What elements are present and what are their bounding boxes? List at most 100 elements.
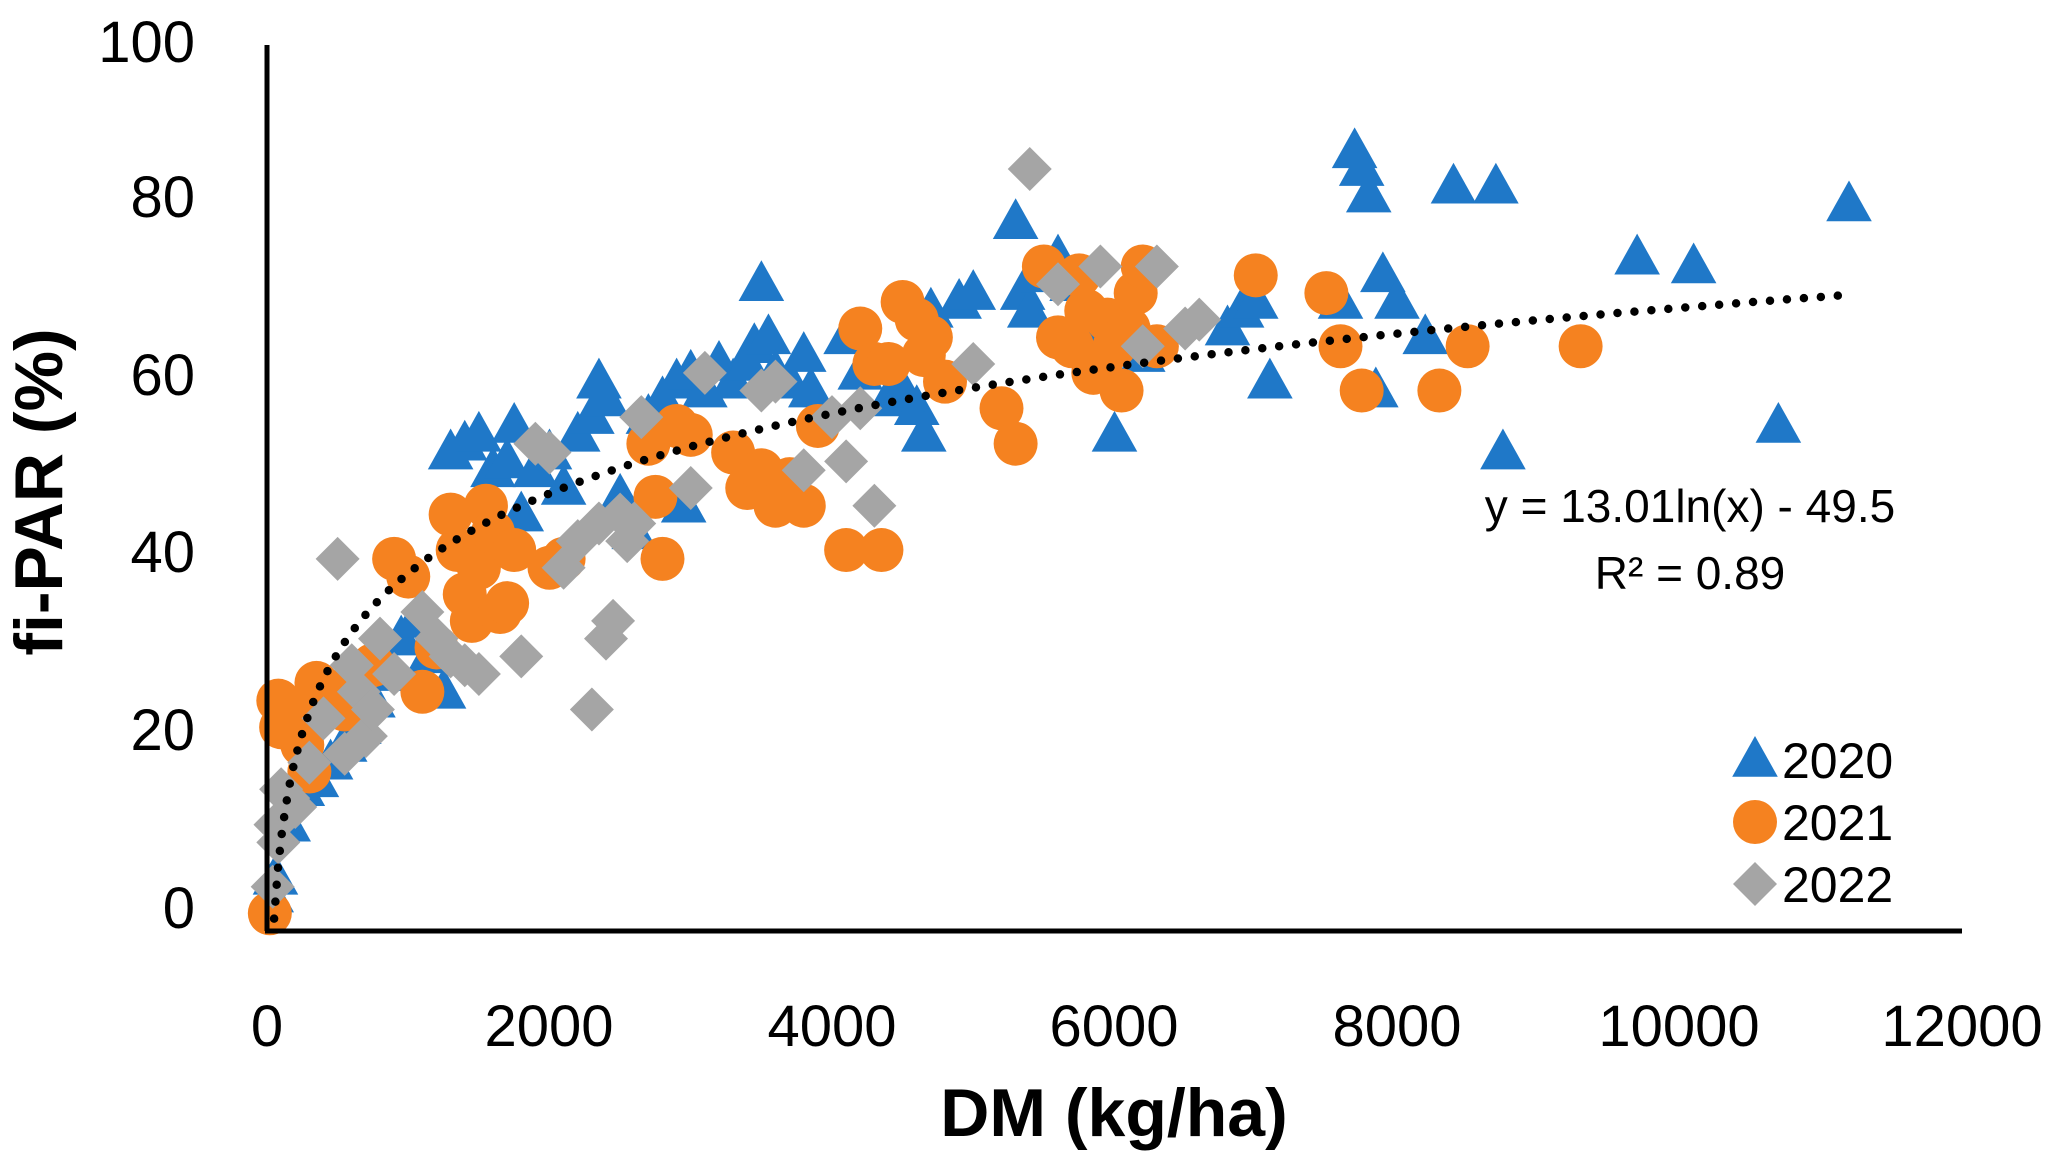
data-point-circle	[1304, 271, 1349, 316]
data-point-triangle	[1402, 313, 1449, 355]
data-point-circle	[456, 545, 501, 590]
data-point-triangle	[484, 437, 530, 479]
data-point-triangle	[1232, 277, 1279, 319]
data-point-diamond	[350, 687, 395, 732]
data-point-triangle	[738, 260, 785, 302]
y-tick-label: 0	[163, 876, 195, 941]
series-2021	[247, 244, 1603, 936]
x-tick-label: 2000	[484, 994, 613, 1059]
x-tick-label: 6000	[1049, 994, 1178, 1059]
trendline-equation-text: y = 13.01ln(x) - 49.5	[1485, 480, 1895, 532]
data-point-triangle	[1345, 171, 1392, 213]
data-point-diamond	[753, 359, 798, 404]
data-point-circle	[386, 554, 431, 599]
x-axis-title: DM (kg/ha)	[940, 1075, 1288, 1151]
data-point-diamond	[250, 864, 295, 909]
data-point-triangle	[456, 410, 502, 452]
legend-label: 2022	[1782, 857, 1893, 913]
data-point-circle	[1417, 368, 1462, 413]
y-axis-ticks: 0 20 40 60 80 100	[98, 10, 195, 941]
data-point-triangle	[1091, 410, 1138, 452]
data-point-circle	[668, 412, 713, 457]
data-point-triangle	[1473, 162, 1519, 204]
x-tick-label: 0	[251, 994, 283, 1059]
legend-label: 2020	[1782, 733, 1893, 789]
y-tick-label: 100	[98, 10, 195, 75]
trendline-equation: y = 13.01ln(x) - 49.5 R² = 0.89	[1485, 480, 1895, 599]
data-point-triangle	[1338, 145, 1385, 186]
data-point-triangle	[1360, 251, 1406, 293]
data-point-circle	[979, 386, 1024, 431]
data-point-triangle	[780, 331, 827, 372]
data-point-circle	[781, 483, 826, 528]
data-point-diamond	[682, 350, 727, 395]
data-point-diamond	[358, 616, 402, 661]
data-point-diamond	[315, 536, 360, 581]
data-point-circle	[993, 421, 1038, 466]
trendline	[269, 290, 1854, 923]
data-point-diamond	[824, 439, 869, 484]
data-point-triangle	[1826, 180, 1872, 222]
data-point-triangle	[1430, 162, 1477, 204]
data-point-diamond	[781, 448, 826, 493]
x-tick-label: 4000	[767, 994, 896, 1059]
data-point-diamond	[619, 395, 664, 440]
data-point-triangle	[1614, 233, 1660, 275]
data-point-diamond	[1177, 297, 1222, 342]
data-point-diamond	[1036, 262, 1080, 307]
data-points	[247, 127, 1872, 936]
data-point-circle	[428, 492, 473, 537]
data-point-circle	[859, 528, 904, 573]
data-point-diamond	[372, 652, 417, 697]
data-point-circle	[485, 581, 530, 626]
legend-marker-triangle	[1732, 736, 1778, 777]
data-point-triangle	[1006, 286, 1053, 328]
x-tick-label: 10000	[1598, 994, 1759, 1059]
y-axis-title: fi-PAR (%)	[1, 328, 77, 655]
y-tick-label: 20	[130, 698, 195, 763]
data-point-circle	[247, 891, 292, 936]
data-point-triangle	[1755, 401, 1802, 443]
data-point-diamond	[1078, 244, 1123, 289]
y-tick-label: 60	[130, 343, 195, 408]
data-point-diamond	[527, 430, 572, 475]
data-point-circle	[838, 306, 883, 351]
data-point-circle	[1099, 368, 1144, 413]
data-point-diamond	[456, 652, 501, 697]
data-point-diamond	[591, 598, 636, 643]
trendline-r-squared: R² = 0.89	[1595, 547, 1786, 599]
data-point-diamond	[1120, 324, 1165, 369]
data-point-circle	[1339, 368, 1384, 413]
data-point-circle	[1445, 324, 1490, 369]
data-point-triangle	[1247, 357, 1293, 399]
legend-marker-diamond	[1733, 862, 1777, 906]
data-point-diamond	[301, 696, 346, 741]
legend-marker-circle	[1733, 800, 1777, 844]
data-point-circle	[400, 669, 445, 714]
data-point-circle	[640, 536, 685, 581]
data-point-circle	[633, 474, 678, 519]
data-point-circle	[866, 341, 911, 386]
legend-label: 2021	[1782, 795, 1893, 851]
legend-item-2022: 2022	[1733, 857, 1893, 913]
data-point-triangle	[583, 375, 629, 417]
data-point-triangle	[1480, 428, 1526, 470]
data-point-triangle	[950, 269, 997, 310]
data-point-triangle	[893, 384, 940, 426]
legend-item-2020: 2020	[1732, 733, 1893, 789]
x-axis-ticks: 0 2000 4000 6000 8000 10000 12000	[251, 994, 2043, 1059]
data-point-circle	[908, 315, 953, 360]
y-tick-label: 80	[130, 165, 195, 230]
series-2022	[250, 147, 1222, 909]
data-point-triangle	[788, 366, 834, 408]
data-point-triangle	[901, 410, 947, 452]
data-point-diamond	[612, 501, 657, 546]
data-point-triangle	[992, 198, 1039, 239]
data-point-circle	[492, 528, 537, 573]
y-tick-label: 40	[130, 520, 195, 585]
data-point-triangle	[1670, 242, 1717, 284]
data-point-diamond	[569, 687, 614, 732]
data-point-diamond	[499, 634, 544, 679]
x-tick-label: 8000	[1332, 994, 1461, 1059]
